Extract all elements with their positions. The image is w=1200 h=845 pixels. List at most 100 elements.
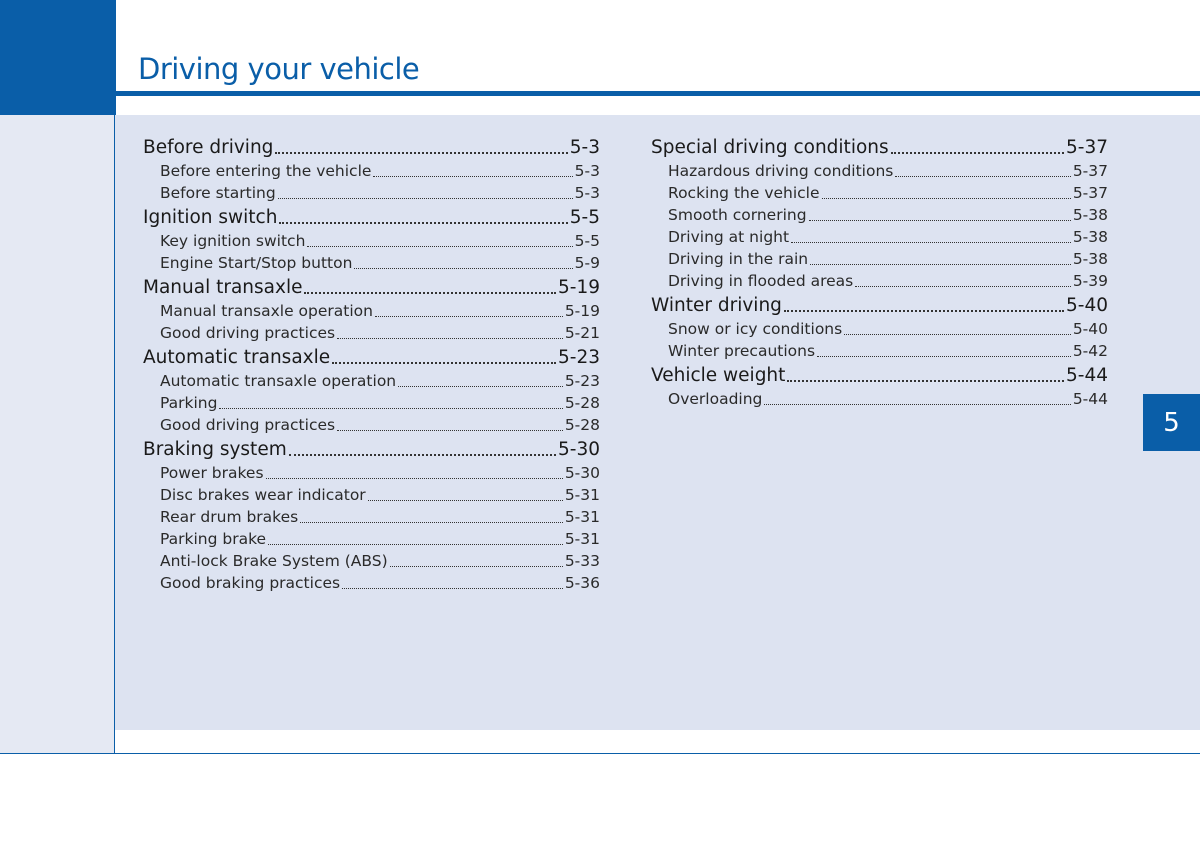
toc-entry-page-number: 5-37 <box>1072 162 1108 180</box>
toc-entry-page-number: 5-28 <box>564 394 600 412</box>
dot-leader <box>810 264 1071 265</box>
toc-entry-label: Disc brakes wear indicator <box>160 486 366 504</box>
toc-section-entry[interactable]: Before driving 5-3 <box>143 136 600 160</box>
toc-section-entry[interactable]: Braking system 5-30 <box>143 438 600 462</box>
dot-leader <box>373 176 573 177</box>
toc-subsection-entry[interactable]: Winter precautions 5-42 <box>651 340 1108 362</box>
dot-leader <box>398 386 563 387</box>
dot-leader <box>300 522 563 523</box>
toc-entry-label: Manual transaxle <box>143 277 303 298</box>
toc-subsection-entry[interactable]: Power brakes 5-30 <box>143 462 600 484</box>
toc-entry-label: Power brakes <box>160 464 264 482</box>
dot-leader <box>275 152 568 154</box>
toc-entry-label: Manual transaxle operation <box>160 302 373 320</box>
dot-leader <box>895 176 1071 177</box>
toc-entry-page-number: 5-31 <box>564 508 600 526</box>
toc-subsection-entry[interactable]: Parking brake 5-31 <box>143 528 600 550</box>
dot-leader <box>219 408 563 409</box>
toc-subsection-entry[interactable]: Good driving practices 5-28 <box>143 414 600 436</box>
dot-leader <box>279 222 568 224</box>
toc-subsection-entry[interactable]: Rear drum brakes 5-31 <box>143 506 600 528</box>
toc-entry-label: Rear drum brakes <box>160 508 299 526</box>
dot-leader <box>791 242 1071 243</box>
toc-entry-page-number: 5-9 <box>574 254 600 272</box>
toc-subsection-entry[interactable]: Overloading 5-44 <box>651 388 1108 410</box>
toc-subsection-entry[interactable]: Manual transaxle operation 5-19 <box>143 300 600 322</box>
toc-subsection-entry[interactable]: Driving in flooded areas 5-39 <box>651 270 1108 292</box>
toc-entry-label: Parking brake <box>160 530 267 548</box>
toc-subsection-entry[interactable]: Engine Start/Stop button 5-9 <box>143 252 600 274</box>
toc-entry-page-number: 5-31 <box>564 530 600 548</box>
left-margin-rule <box>114 96 115 753</box>
toc-entry-label: Key ignition switch <box>160 232 306 250</box>
toc-entry-page-number: 5-40 <box>1066 295 1108 316</box>
toc-section-entry[interactable]: Winter driving 5-40 <box>651 294 1108 318</box>
toc-section-entry[interactable]: Special driving conditions 5-37 <box>651 136 1108 160</box>
dot-leader <box>783 310 1064 312</box>
toc-section-entry[interactable]: Ignition switch 5-5 <box>143 206 600 230</box>
toc-entry-label: Ignition switch <box>143 207 278 228</box>
toc-entry-label: Good driving practices <box>160 324 336 342</box>
toc-entry-label: Anti-lock Brake System (ABS) <box>160 552 388 570</box>
dot-leader <box>890 152 1064 154</box>
toc-subsection-entry[interactable]: Key ignition switch 5-5 <box>143 230 600 252</box>
toc-entry-label: Driving in the rain <box>668 250 809 268</box>
dot-leader <box>787 380 1064 382</box>
toc-subsection-entry[interactable]: Automatic transaxle operation 5-23 <box>143 370 600 392</box>
toc-subsection-entry[interactable]: Disc brakes wear indicator 5-31 <box>143 484 600 506</box>
toc-entry-page-number: 5-28 <box>564 416 600 434</box>
toc-entry-page-number: 5-5 <box>574 232 600 250</box>
page-title: Driving your vehicle <box>138 52 420 86</box>
toc-subsection-entry[interactable]: Good driving practices 5-21 <box>143 322 600 344</box>
dot-leader <box>277 198 573 199</box>
toc-entry-page-number: 5-23 <box>564 372 600 390</box>
toc-subsection-entry[interactable]: Driving at night 5-38 <box>651 226 1108 248</box>
toc-subsection-entry[interactable]: Smooth cornering 5-38 <box>651 204 1108 226</box>
toc-entry-label: Smooth cornering <box>668 206 807 224</box>
toc-entry-page-number: 5-44 <box>1066 365 1108 386</box>
dot-leader <box>764 404 1071 405</box>
toc-subsection-entry[interactable]: Parking 5-28 <box>143 392 600 414</box>
toc-subsection-entry[interactable]: Snow or icy conditions 5-40 <box>651 318 1108 340</box>
toc-entry-page-number: 5-38 <box>1072 250 1108 268</box>
toc-subsection-entry[interactable]: Rocking the vehicle 5-37 <box>651 182 1108 204</box>
left-margin-strip <box>0 115 114 753</box>
toc-entry-label: Overloading <box>668 390 763 408</box>
toc-entry-label: Snow or icy conditions <box>668 320 843 338</box>
toc-entry-page-number: 5-30 <box>564 464 600 482</box>
bottom-rule <box>0 753 1200 754</box>
toc-entry-label: Special driving conditions <box>651 137 889 158</box>
toc-entry-page-number: 5-39 <box>1072 272 1108 290</box>
toc-entry-page-number: 5-30 <box>558 439 600 460</box>
toc-entry-page-number: 5-3 <box>569 137 600 158</box>
toc-section-entry[interactable]: Automatic transaxle 5-23 <box>143 346 600 370</box>
toc-entry-label: Automatic transaxle <box>143 347 331 368</box>
toc-entry-label: Automatic transaxle operation <box>160 372 397 390</box>
toc-entry-page-number: 5-37 <box>1066 137 1108 158</box>
toc-entry-page-number: 5-44 <box>1072 390 1108 408</box>
dot-leader <box>337 430 563 431</box>
dot-leader <box>817 356 1071 357</box>
toc-column-right: Special driving conditions 5-37 Hazardous … <box>651 134 1108 410</box>
toc-entry-label: Before driving <box>143 137 274 158</box>
toc-subsection-entry[interactable]: Before starting 5-3 <box>143 182 600 204</box>
toc-entry-label: Rocking the vehicle <box>668 184 820 202</box>
toc-entry-page-number: 5-3 <box>574 184 600 202</box>
dot-leader <box>367 500 563 501</box>
toc-subsection-entry[interactable]: Hazardous driving conditions 5-37 <box>651 160 1108 182</box>
toc-subsection-entry[interactable]: Before entering the vehicle 5-3 <box>143 160 600 182</box>
toc-section-entry[interactable]: Manual transaxle 5-19 <box>143 276 600 300</box>
toc-entry-page-number: 5-38 <box>1072 206 1108 224</box>
toc-section-entry[interactable]: Vehicle weight 5-44 <box>651 364 1108 388</box>
toc-subsection-entry[interactable]: Driving in the rain 5-38 <box>651 248 1108 270</box>
toc-subsection-entry[interactable]: Anti-lock Brake System (ABS) 5-33 <box>143 550 600 572</box>
dot-leader <box>342 588 563 589</box>
toc-panel <box>115 115 1200 730</box>
toc-subsection-entry[interactable]: Good braking practices 5-36 <box>143 572 600 594</box>
toc-entry-page-number: 5-19 <box>558 277 600 298</box>
toc-entry-label: Before starting <box>160 184 276 202</box>
chapter-tab[interactable]: 5 <box>1143 394 1200 451</box>
dot-leader <box>354 268 573 269</box>
dot-leader <box>389 566 563 567</box>
toc-entry-label: Winter precautions <box>668 342 816 360</box>
